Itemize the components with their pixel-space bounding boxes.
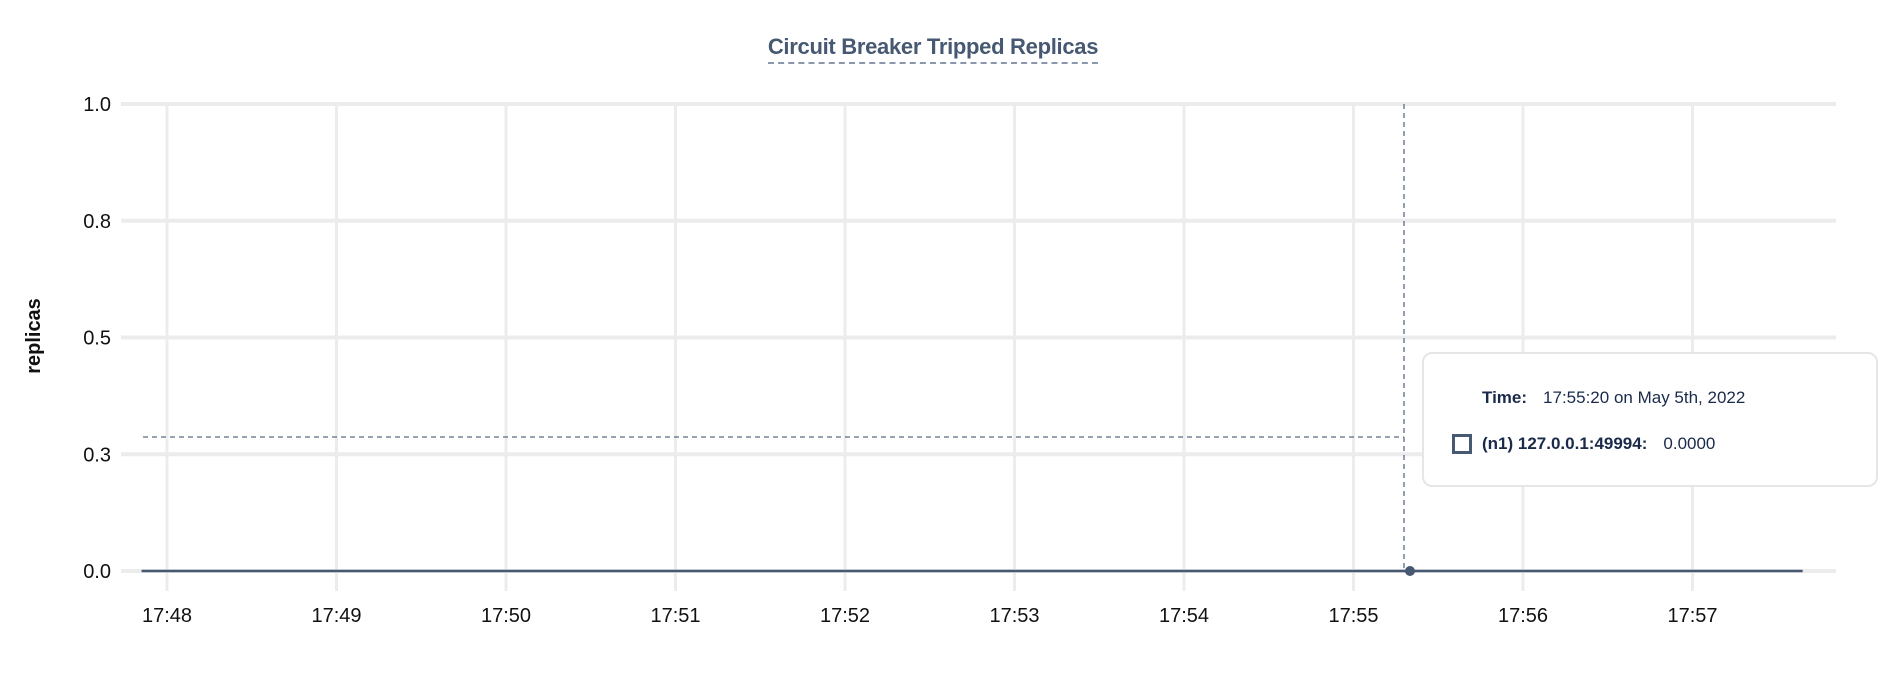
y-tick-label: 0.0 bbox=[83, 561, 111, 583]
tooltip-time: Time: 17:55:20 on May 5th, 2022 bbox=[1482, 388, 1745, 408]
x-tick-label: 17:55 bbox=[1328, 605, 1378, 627]
x-tick-label: 17:54 bbox=[1159, 605, 1209, 627]
x-tick-label: 17:48 bbox=[142, 605, 192, 627]
y-tick-label: 0.5 bbox=[83, 328, 111, 350]
x-tick-label: 17:50 bbox=[481, 605, 531, 627]
tooltip-series-value: 0.0000 bbox=[1663, 434, 1716, 453]
tooltip-series-row: (n1) 127.0.0.1:49994: 0.0000 bbox=[1452, 434, 1715, 454]
x-tick-label: 17:51 bbox=[650, 605, 700, 627]
y-axis-label: replicas bbox=[23, 298, 45, 374]
x-tick-label: 17:57 bbox=[1667, 605, 1717, 627]
tooltip: Time: 17:55:20 on May 5th, 2022 (n1) 127.… bbox=[1422, 352, 1878, 487]
x-tick-label: 17:53 bbox=[989, 605, 1039, 627]
x-tick-label: 17:56 bbox=[1498, 605, 1548, 627]
y-tick-label: 0.8 bbox=[83, 211, 111, 233]
chart-title[interactable]: Circuit Breaker Tripped Replicas bbox=[767, 34, 1098, 64]
chart-title-wrap: Circuit Breaker Tripped Replicas bbox=[0, 34, 1866, 64]
x-tick-label: 17:52 bbox=[820, 605, 870, 627]
series-swatch-icon bbox=[1452, 434, 1472, 454]
tooltip-time-label: Time: bbox=[1482, 388, 1528, 407]
x-tick-label: 17:49 bbox=[311, 605, 361, 627]
tooltip-time-value: 17:55:20 on May 5th, 2022 bbox=[1543, 388, 1746, 407]
tooltip-series-label: (n1) 127.0.0.1:49994: bbox=[1482, 434, 1648, 453]
y-tick-label: 0.3 bbox=[83, 444, 111, 466]
hover-point bbox=[1405, 566, 1415, 576]
y-tick-label: 1.0 bbox=[83, 94, 111, 116]
